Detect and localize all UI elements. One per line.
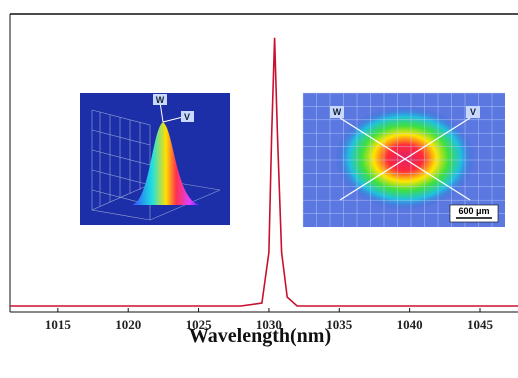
- inset-2d: W V 600 μm: [302, 92, 505, 227]
- spectrum-line: [10, 37, 518, 307]
- x-tick-label: 1015: [45, 317, 72, 332]
- annotation: W: [156, 95, 165, 105]
- annotation: W: [333, 107, 342, 117]
- scale-bar-label: 600 μm: [458, 206, 489, 216]
- x-tick-label: 1020: [115, 317, 141, 332]
- annotation: V: [470, 107, 476, 117]
- x-tick-label: 1045: [467, 317, 494, 332]
- x-tick-label: 1030: [256, 317, 282, 332]
- inset-3d: W V: [80, 93, 230, 225]
- x-tick-label: 1025: [186, 317, 213, 332]
- x-tick-label: 1035: [326, 317, 353, 332]
- annotation: V: [184, 112, 190, 122]
- x-axis-title: Wavelength(nm): [189, 325, 331, 347]
- x-tick-label: 1040: [397, 317, 423, 332]
